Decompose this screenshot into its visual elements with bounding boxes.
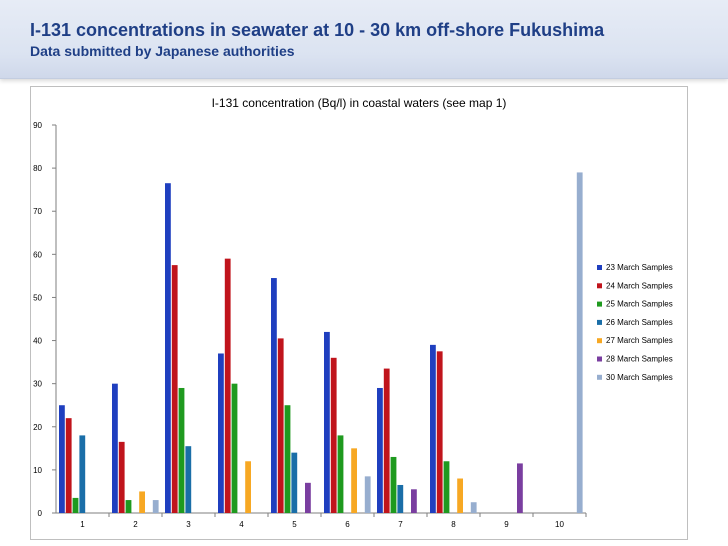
bar (517, 463, 523, 513)
legend-swatch (597, 301, 602, 307)
bar (125, 500, 132, 513)
x-tick-label: 2 (133, 520, 138, 529)
legend-swatch (597, 319, 602, 325)
legend-swatch (597, 283, 602, 289)
legend-label: 27 March Samples (606, 336, 673, 345)
bar (430, 344, 436, 513)
y-tick-label: 30 (33, 380, 42, 389)
legend-label: 23 March Samples (606, 263, 673, 272)
chart-title: I-131 concentration (Bq/l) in coastal wa… (212, 96, 507, 110)
bar (171, 265, 178, 513)
bar (576, 172, 583, 513)
bar (291, 452, 298, 513)
y-tick-label: 0 (38, 509, 43, 518)
y-tick-label: 80 (33, 164, 42, 173)
bar (351, 448, 357, 513)
y-tick-label: 40 (33, 337, 42, 346)
bar (165, 183, 171, 513)
bar (224, 258, 231, 513)
bar (59, 405, 65, 513)
bar (231, 383, 238, 513)
bar (218, 353, 224, 513)
bar (139, 491, 145, 513)
legend-label: 26 March Samples (606, 318, 673, 327)
x-tick-label: 3 (186, 520, 191, 529)
chart-frame: I-131 concentration (Bq/l) in coastal wa… (30, 86, 688, 540)
bar (470, 502, 477, 513)
bar (271, 278, 277, 513)
legend-swatch (597, 374, 602, 380)
x-tick-label: 7 (398, 520, 403, 529)
bar (324, 331, 330, 513)
bar (79, 435, 86, 513)
y-tick-label: 50 (33, 293, 42, 302)
x-tick-label: 5 (292, 520, 297, 529)
legend-label: 24 March Samples (606, 281, 673, 290)
slide-header: I-131 concentrations in seawater at 10 -… (0, 0, 728, 79)
bar (178, 387, 185, 513)
bar (411, 489, 417, 513)
bar (397, 484, 404, 513)
x-tick-label: 1 (80, 520, 85, 529)
bar (330, 357, 337, 513)
legend-swatch (597, 338, 602, 344)
bar (377, 387, 383, 513)
x-tick-label: 4 (239, 520, 244, 529)
bar (443, 461, 450, 513)
bar (72, 497, 79, 513)
bar (383, 368, 390, 513)
y-tick-label: 90 (33, 121, 42, 130)
legend-swatch (597, 356, 602, 362)
slide-title: I-131 concentrations in seawater at 10 -… (30, 20, 605, 40)
y-tick-label: 60 (33, 250, 42, 259)
bar (185, 446, 192, 513)
bar-chart: I-131 concentration (Bq/l) in coastal wa… (33, 96, 673, 529)
bar (364, 476, 371, 513)
x-tick-label: 8 (451, 520, 456, 529)
bar (305, 482, 311, 513)
x-tick-label: 10 (555, 520, 564, 529)
bar (152, 500, 159, 513)
bar (337, 435, 344, 513)
slide-subtitle: Data submitted by Japanese authorities (30, 43, 295, 59)
bar (284, 405, 291, 513)
bar (390, 456, 397, 513)
y-tick-label: 10 (33, 466, 42, 475)
bar (118, 441, 125, 513)
bar (277, 338, 284, 513)
bar (112, 383, 118, 513)
x-tick-label: 9 (504, 520, 509, 529)
legend-label: 28 March Samples (606, 355, 673, 364)
bar (457, 478, 463, 513)
legend-label: 25 March Samples (606, 300, 673, 309)
bar (245, 461, 251, 513)
legend-label: 30 March Samples (606, 373, 673, 382)
y-tick-label: 70 (33, 207, 42, 216)
x-tick-label: 6 (345, 520, 350, 529)
bar (436, 351, 443, 513)
y-tick-label: 20 (33, 423, 42, 432)
bar (65, 418, 72, 513)
legend-swatch (597, 265, 602, 270)
